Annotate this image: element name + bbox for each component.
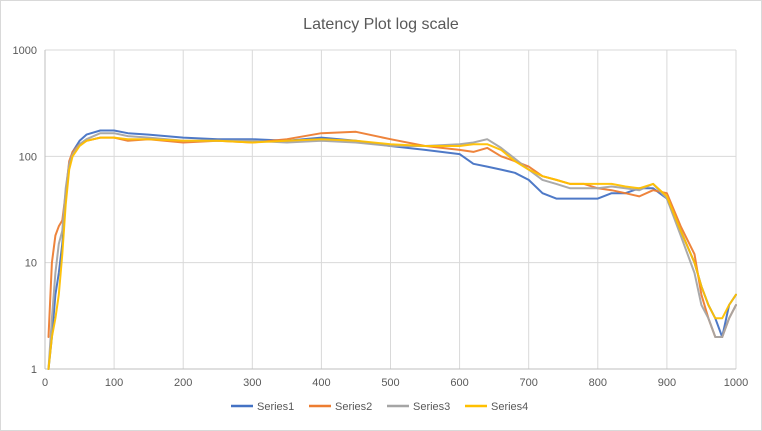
legend: Series1 Series2 Series3 Series4 <box>231 401 528 413</box>
x-tick-label: 300 <box>243 377 261 389</box>
axis-layer: 0 100 200 300 400 500 600 700 800 900 1000 1 10 100 10… <box>13 45 749 389</box>
legend-item-series1: Series1 <box>231 401 294 413</box>
y-tick-label: 100 <box>19 151 37 163</box>
x-tick-label: 900 <box>658 377 676 389</box>
legend-label: Series4 <box>491 401 528 413</box>
x-tick-label: 400 <box>312 377 330 389</box>
y-tick-label: 1000 <box>13 45 37 57</box>
series-line-series3 <box>47 132 737 370</box>
x-tick-label: 600 <box>450 377 468 389</box>
y-tick-label: 10 <box>25 258 37 270</box>
series-line-series4 <box>47 136 737 370</box>
y-tick-label: 1 <box>31 364 37 376</box>
legend-label: Series1 <box>257 401 294 413</box>
x-tick-label: 0 <box>42 377 48 389</box>
legend-item-series2: Series2 <box>309 401 372 413</box>
legend-label: Series3 <box>413 401 450 413</box>
legend-item-series4: Series4 <box>465 401 528 413</box>
x-tick-label: 100 <box>105 377 123 389</box>
x-tick-label: 700 <box>520 377 538 389</box>
legend-item-series3: Series3 <box>387 401 450 413</box>
x-tick-label: 500 <box>381 377 399 389</box>
legend-label: Series2 <box>335 401 372 413</box>
x-tick-label: 1000 <box>724 377 748 389</box>
chart-title: Latency Plot log scale <box>303 16 459 33</box>
series-layer <box>47 129 737 370</box>
x-tick-label: 200 <box>174 377 192 389</box>
x-tick-label: 800 <box>589 377 607 389</box>
